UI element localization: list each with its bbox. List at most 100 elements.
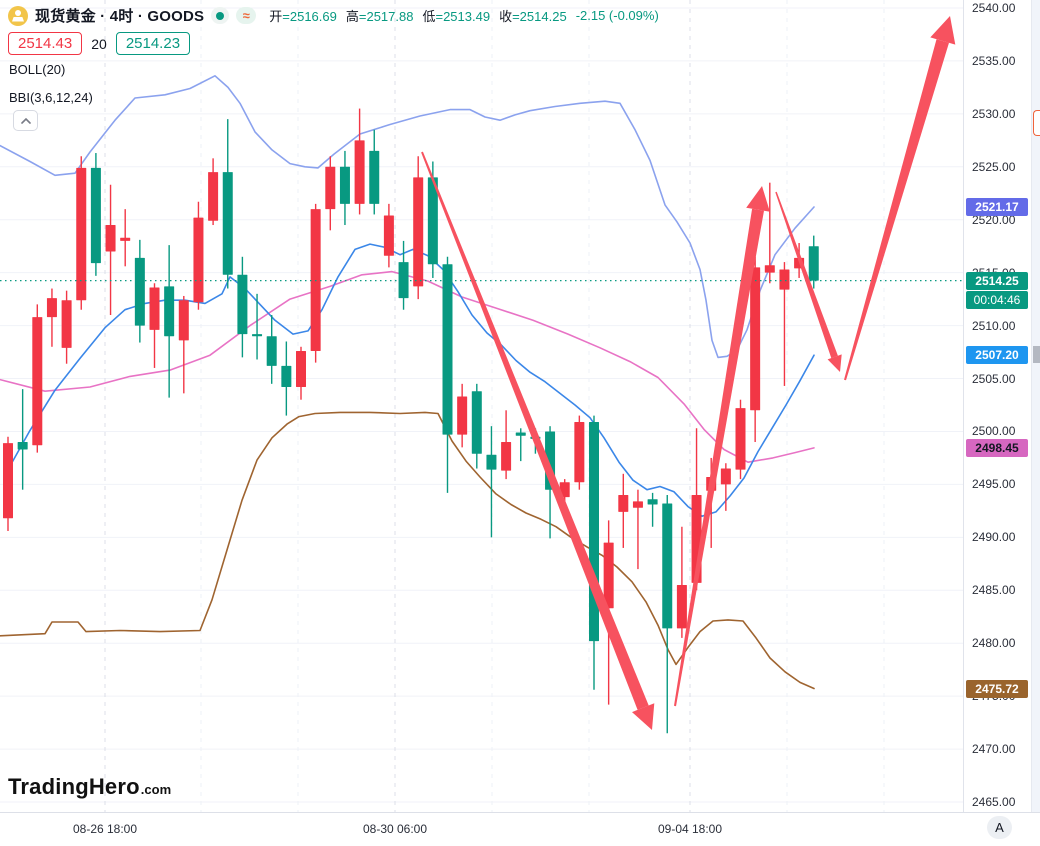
candle-body — [296, 351, 306, 388]
symbol-title[interactable]: 现货黄金 · 4时 · GOODS — [35, 8, 205, 25]
tradinghero-logo: TradingHero .com — [8, 774, 172, 799]
price-tick-label: 2470.00 — [972, 742, 1016, 757]
close-label: 收 — [499, 9, 513, 24]
last-price-badge: 2514.25 — [966, 271, 1028, 290]
candle-body — [735, 408, 746, 470]
bbi-badge: 2507.20 — [966, 346, 1028, 365]
overlay-bbi[interactable] — [7, 243, 815, 518]
candle-body — [105, 225, 116, 252]
collapse-indicators-button[interactable] — [13, 110, 38, 131]
price-axis[interactable]: 2540.002535.002530.002525.002520.002515.… — [963, 0, 1031, 812]
trend-arrow-shaft[interactable] — [674, 208, 764, 707]
quote-row: 2514.43 20 2514.23 — [8, 32, 191, 55]
open-label: 开 — [269, 9, 283, 24]
time-axis[interactable]: A 08-26 18:00 08-30 06:00 09-04 18:00 — [0, 812, 1040, 846]
candle-body — [662, 503, 673, 629]
candle-body — [369, 150, 380, 204]
price-tick-label: 2535.00 — [972, 53, 1016, 68]
high-label: 高 — [345, 9, 359, 24]
chart-header: 现货黄金 · 4时 · GOODS ≈ 开=2516.69 高=2517.88 … — [8, 5, 659, 26]
trend-arrow-head — [930, 16, 956, 45]
candle-body — [647, 499, 658, 505]
price-tick-label: 2520.00 — [972, 212, 1016, 227]
candle-body — [603, 542, 614, 609]
candle-body — [501, 442, 512, 471]
boll-indicator-label[interactable]: BOLL(20) — [9, 62, 66, 77]
high-value: =2517.88 — [358, 9, 414, 24]
price-tick-label: 2500.00 — [972, 424, 1016, 439]
candle-body — [237, 274, 248, 335]
trend-arrow-shaft[interactable] — [775, 191, 838, 359]
candle-body — [325, 166, 336, 210]
boll-mid-badge: 2498.45 — [966, 438, 1028, 457]
price-tick-label: 2480.00 — [972, 636, 1016, 651]
candle-body — [457, 396, 468, 435]
candle-body — [178, 300, 189, 341]
time-tick-label: 08-30 06:00 — [362, 822, 428, 836]
close-value: =2514.25 — [512, 9, 567, 24]
axis-scroll-handle[interactable] — [1033, 346, 1040, 363]
boll-lower-badge: 2475.72 — [966, 679, 1028, 698]
candle-body — [413, 177, 424, 287]
countdown-badge: 00:04:46 — [966, 290, 1028, 309]
ohlc-readout: 开=2516.69 高=2517.88 低=2513.49 收=2514.25 … — [269, 6, 659, 25]
buy-price-button[interactable]: 2514.23 — [115, 32, 191, 55]
candle-body — [32, 317, 43, 446]
candle-body — [486, 454, 497, 470]
candle-body — [339, 166, 350, 204]
price-tick-label: 2490.00 — [972, 530, 1016, 545]
candle-body — [764, 265, 775, 273]
right-toolbar-gutter — [1031, 0, 1040, 812]
approx-data-badge[interactable]: ≈ — [236, 7, 257, 24]
clipped-order-widget[interactable] — [1033, 110, 1040, 136]
candle-body — [3, 443, 13, 519]
candle-body — [471, 391, 482, 454]
candle-body — [222, 172, 233, 275]
sell-price-button[interactable]: 2514.43 — [8, 32, 83, 55]
trend-arrow-shaft[interactable] — [421, 151, 649, 710]
candle-body — [779, 269, 790, 290]
chart-svg[interactable] — [0, 0, 963, 812]
live-dot-icon — [216, 11, 225, 20]
candle-body — [515, 432, 526, 436]
market-status-badge[interactable] — [211, 7, 230, 24]
bbi-indicator-label[interactable]: BBI(3,6,12,24) — [9, 90, 93, 105]
price-tick-label: 2525.00 — [972, 159, 1016, 174]
trend-arrow-head — [827, 354, 842, 372]
gold-symbol-icon — [8, 5, 28, 26]
price-tick-label: 2485.00 — [972, 583, 1016, 598]
price-tick-label: 2530.00 — [972, 106, 1016, 121]
candle-body — [589, 421, 599, 642]
candle-body — [676, 584, 687, 629]
overlay-boll-upper[interactable] — [0, 75, 815, 359]
candle-body — [574, 421, 585, 483]
price-tick-label: 2505.00 — [972, 371, 1016, 386]
candle-body — [808, 246, 819, 281]
candle-body — [17, 442, 28, 450]
candle-body — [398, 262, 409, 299]
candle-body — [61, 300, 72, 348]
overlay-boll-mid[interactable] — [0, 270, 815, 464]
candle-body — [281, 365, 292, 388]
candle-body — [442, 264, 453, 435]
price-tick-label: 2510.00 — [972, 318, 1016, 333]
candlestick-chart-canvas[interactable] — [0, 0, 963, 812]
candle-body — [193, 217, 204, 303]
candle-body — [354, 140, 365, 204]
font-size-button[interactable]: A — [987, 816, 1012, 839]
boll-upper-badge: 2521.17 — [966, 198, 1028, 217]
price-tick-label: 2540.00 — [972, 1, 1016, 15]
trend-arrow-head — [632, 703, 655, 730]
low-value: =2513.49 — [435, 9, 491, 24]
candle-body — [252, 334, 263, 337]
trend-arrow-shaft[interactable] — [844, 39, 949, 381]
candle-body — [90, 167, 101, 264]
candle-body — [46, 298, 57, 318]
overlay-boll-lower[interactable] — [0, 411, 815, 690]
candle-body — [750, 267, 761, 411]
price-tick-label: 2495.00 — [972, 477, 1016, 492]
price-tick-label: 2465.00 — [972, 795, 1016, 809]
open-value: =2516.69 — [282, 9, 337, 24]
candle-body — [76, 167, 87, 301]
